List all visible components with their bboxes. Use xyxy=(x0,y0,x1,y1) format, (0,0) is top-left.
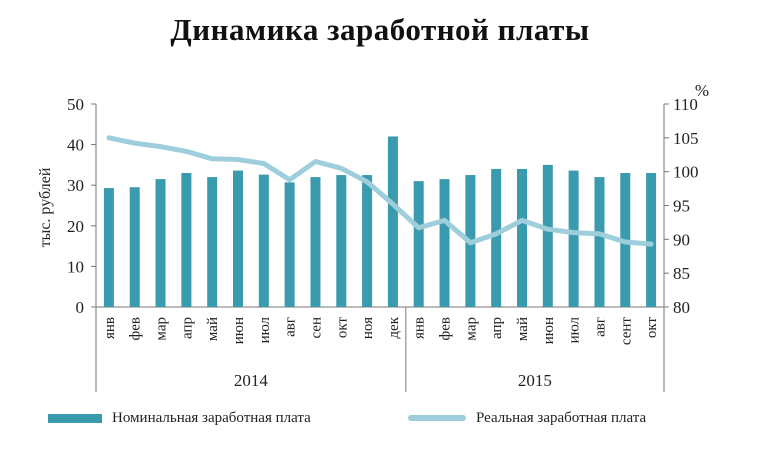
line-real xyxy=(106,135,654,247)
x-tick-label-month: мар xyxy=(463,317,479,341)
y-left-tick-label: 50 xyxy=(67,95,84,114)
y-right-tick-label: 100 xyxy=(673,163,699,182)
legend-label-nominal: Номинальная заработная плата xyxy=(112,409,311,426)
x-tick-label-month: янв xyxy=(412,317,428,339)
y-left-tick-label: 40 xyxy=(67,136,84,155)
x-tick-label-month: май xyxy=(515,317,531,341)
bar-nominal xyxy=(103,188,114,307)
y-left-tick-label: 0 xyxy=(76,298,85,317)
y-left-tick-label: 20 xyxy=(67,217,84,236)
x-tick-label-month: апр xyxy=(489,317,505,339)
x-tick-label-month: окт xyxy=(644,317,660,339)
x-tick-label-month: окт xyxy=(334,317,350,339)
bar-nominal xyxy=(155,179,166,307)
x-tick-label-month: мар xyxy=(154,317,170,341)
bar-nominal xyxy=(310,177,321,307)
bar-nominal xyxy=(181,173,192,307)
bar-nominal xyxy=(413,181,424,307)
bar-nominal xyxy=(491,168,502,307)
legend-item-real: Реальная заработная плата xyxy=(408,403,646,433)
y-right-tick-label: 110 xyxy=(673,95,698,114)
x-tick-label-month: июн xyxy=(541,317,557,344)
bar-nominal xyxy=(362,175,373,307)
y-left-tick-label: 10 xyxy=(67,257,84,276)
axis-labels: 0 10 20 30 40 50 80 85 90 95 100 105 110 тыс. рублей%… xyxy=(37,81,709,390)
x-tick-label-month: фев xyxy=(128,317,144,340)
y-right-axis-label: % xyxy=(695,81,709,100)
legend-label-real: Реальная заработная плата xyxy=(476,409,647,426)
bar-nominal xyxy=(568,170,579,307)
x-year-label: 2015 xyxy=(518,371,552,390)
bar-nominal xyxy=(129,187,140,307)
x-tick-label-month: сен xyxy=(308,317,324,339)
x-tick-label-month: июл xyxy=(257,316,273,343)
bar-nominal xyxy=(336,175,347,307)
bar-nominal xyxy=(258,174,269,307)
legend: Номинальная заработная плата Реальная за… xyxy=(0,403,760,433)
x-tick-label-month: май xyxy=(205,317,221,341)
bars-nominal xyxy=(103,136,657,307)
y-left-tick-label: 30 xyxy=(67,176,84,195)
chart-title: Динамика заработной платы xyxy=(170,12,590,47)
y-right-tick-label: 105 xyxy=(673,129,699,148)
y-right-tick-label: 90 xyxy=(673,230,690,249)
x-tick-label-month: авг xyxy=(592,317,608,337)
legend-item-nominal: Номинальная заработная плата xyxy=(48,403,311,433)
x-tick-label-month: фев xyxy=(438,317,454,340)
x-tick-label-month: сент xyxy=(618,317,634,346)
bar-nominal xyxy=(207,177,218,307)
bar-nominal xyxy=(517,168,527,307)
x-tick-label-month: авг xyxy=(283,317,299,337)
legend-swatch-line xyxy=(408,415,466,421)
y-right-tick-label: 80 xyxy=(673,298,690,317)
axes xyxy=(91,103,669,392)
x-tick-label-month: апр xyxy=(179,317,195,339)
bar-nominal xyxy=(542,164,553,307)
bar-nominal xyxy=(284,182,295,307)
bar-nominal xyxy=(439,179,450,307)
x-year-label: 2014 xyxy=(234,371,269,390)
y-left-axis-label: тыс. рублей xyxy=(37,167,54,247)
x-tick-label-month: июн xyxy=(231,317,247,344)
bar-nominal xyxy=(387,136,398,307)
x-tick-label-month: дек xyxy=(386,316,402,338)
x-tick-label-month: янв xyxy=(102,317,118,339)
x-tick-label-month: июл xyxy=(567,316,583,343)
x-tick-label-month: ноя xyxy=(360,317,376,339)
bar-nominal xyxy=(594,177,605,307)
y-right-tick-label: 95 xyxy=(673,197,690,216)
line-real-series xyxy=(106,135,654,247)
legend-swatch-bar xyxy=(48,413,102,423)
y-right-tick-label: 85 xyxy=(673,264,690,283)
bar-nominal xyxy=(646,173,657,307)
bar-nominal xyxy=(233,170,243,307)
